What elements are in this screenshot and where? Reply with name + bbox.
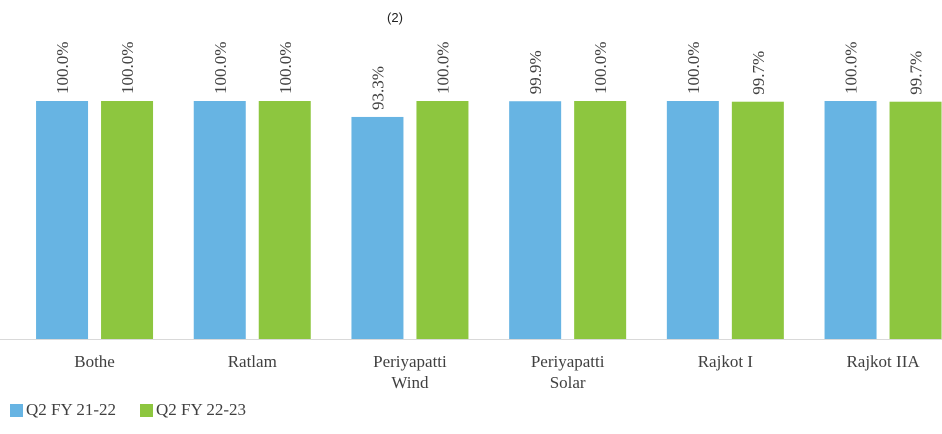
bar — [351, 116, 404, 339]
legend-item: Q2 FY 22-23 — [140, 400, 246, 420]
x-tick-label: Rajkot IIA — [846, 352, 920, 371]
bar — [731, 101, 784, 340]
x-tick-label: Periyapatti Solar — [530, 352, 605, 392]
bar — [574, 101, 627, 339]
bar — [509, 101, 562, 339]
bar — [824, 101, 877, 339]
bar — [889, 101, 942, 340]
bar — [258, 101, 311, 339]
value-label: 100.0% — [842, 42, 861, 94]
legend-label: Q2 FY 21-22 — [26, 400, 117, 419]
x-tick-label: Bothe — [74, 352, 115, 371]
bar — [36, 101, 89, 339]
bar — [666, 101, 719, 339]
x-tick-label: Ratlam — [227, 352, 277, 371]
bar — [101, 101, 154, 339]
value-label: 93.3% — [368, 66, 387, 110]
bar — [193, 101, 246, 339]
legend-swatch — [140, 403, 153, 417]
value-label: 99.7% — [907, 51, 926, 95]
value-label: 100.0% — [684, 42, 703, 94]
bar — [416, 101, 469, 339]
value-label: 100.0% — [118, 42, 137, 94]
value-label: 99.9% — [526, 50, 545, 94]
legend-item: Q2 FY 21-22 — [10, 400, 116, 420]
value-label: 100.0% — [211, 42, 230, 94]
value-label: 100.0% — [433, 42, 452, 94]
value-label: 99.7% — [749, 51, 768, 95]
legend-swatch — [10, 403, 23, 417]
value-label: 100.0% — [276, 42, 295, 94]
x-tick-label: Rajkot I — [697, 352, 753, 371]
value-label: 100.0% — [591, 42, 610, 94]
value-label: 100.0% — [53, 42, 72, 94]
annotation: (2) — [387, 10, 403, 25]
x-tick-label: Periyapatti Wind — [373, 352, 447, 392]
legend-label: Q2 FY 22-23 — [156, 400, 247, 419]
